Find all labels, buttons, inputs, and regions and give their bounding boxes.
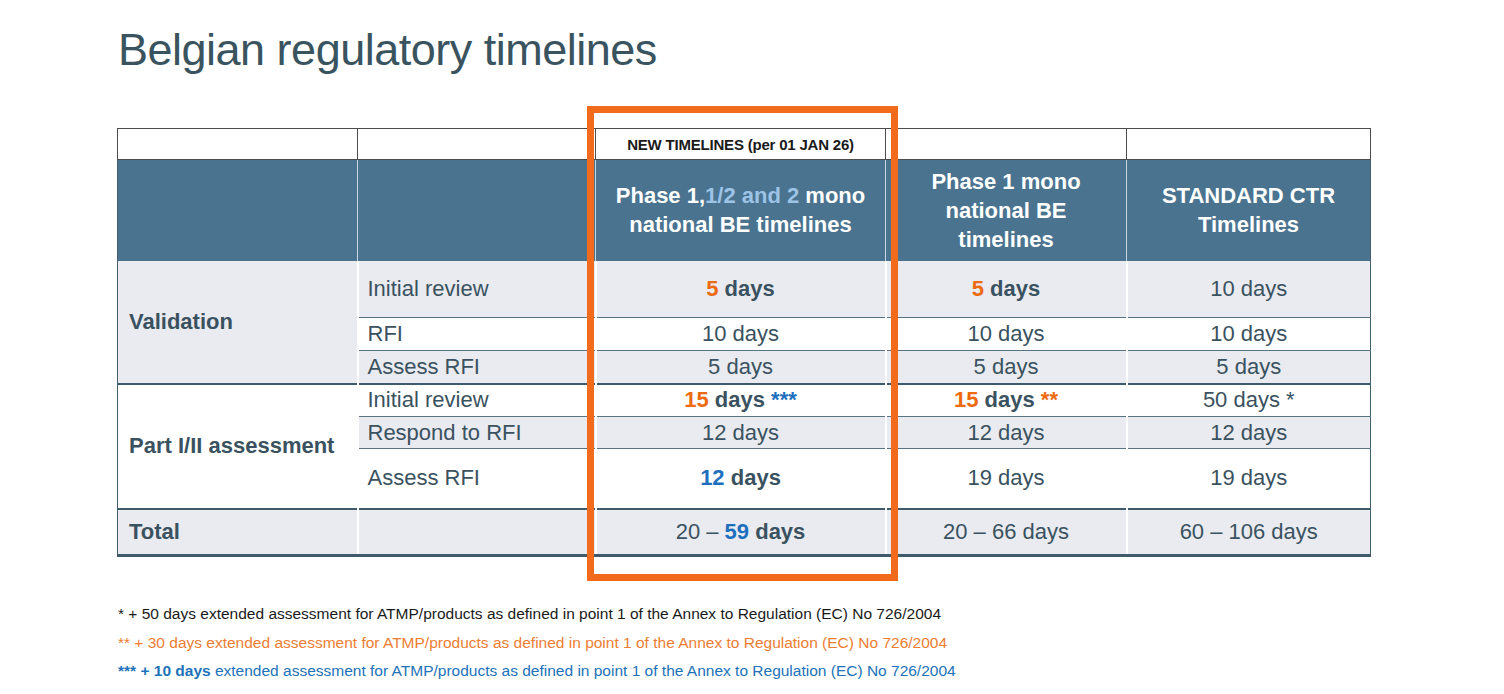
footnote-1: * + 50 days extended assessment for ATMP… bbox=[118, 605, 1318, 624]
col-header-phase-1-mono: Phase 1 mono national BE timelines bbox=[886, 160, 1127, 261]
cell-ctr: 5 days bbox=[1127, 351, 1371, 384]
timelines-table: NEW TIMELINES (per 01 JAN 26) Phase 1,1/… bbox=[117, 128, 1371, 557]
header-highlight-text: 1/2 and 2 bbox=[705, 183, 799, 208]
value-number: 59 bbox=[725, 519, 749, 544]
empty-cell bbox=[358, 129, 596, 160]
cell-ctr: 10 days bbox=[1127, 318, 1371, 351]
footnote-3-bold: *** + 10 days bbox=[118, 662, 211, 679]
group-label-part-i-ii: Part I/II assessment bbox=[118, 384, 358, 509]
empty-cell bbox=[886, 129, 1127, 160]
row-label: Initial review bbox=[358, 384, 596, 417]
cell-mono: 19 days bbox=[886, 449, 1127, 509]
banner-row: NEW TIMELINES (per 01 JAN 26) bbox=[118, 129, 1371, 160]
header-text: Phase 1, bbox=[616, 183, 705, 208]
value-number: 5 bbox=[972, 276, 984, 301]
row-total: Total 20 – 59 days 20 – 66 days 60 – 106… bbox=[118, 509, 1371, 556]
footnote-3-text: extended assessment for ATMP/products as… bbox=[211, 662, 956, 679]
cell-new12: 15 days *** bbox=[596, 384, 886, 417]
value-number: 12 bbox=[700, 465, 724, 490]
row-label: Respond to RFI bbox=[358, 417, 596, 449]
value-number: 5 bbox=[706, 276, 718, 301]
cell-ctr: 19 days bbox=[1127, 449, 1371, 509]
value-unit: days bbox=[718, 276, 774, 301]
empty-cell bbox=[358, 509, 596, 556]
col-header-standard-ctr: STANDARD CTR Timelines bbox=[1127, 160, 1371, 261]
cell-total-ctr: 60 – 106 days bbox=[1127, 509, 1371, 556]
page-title: Belgian regulatory timelines bbox=[118, 24, 657, 76]
cell-mono: 15 days ** bbox=[886, 384, 1127, 417]
cell-mono: 12 days bbox=[886, 417, 1127, 449]
cell-mono: 10 days bbox=[886, 318, 1127, 351]
row-label: Initial review bbox=[358, 261, 596, 318]
value-unit: days bbox=[984, 276, 1040, 301]
footnote-3: *** + 10 days extended assessment for AT… bbox=[118, 662, 1318, 681]
cell-ctr: 50 days * bbox=[1127, 384, 1371, 417]
group-label-validation: Validation bbox=[118, 261, 358, 384]
header-row: Phase 1,1/2 and 2 mono national BE timel… bbox=[118, 160, 1371, 261]
value-number: 15 bbox=[684, 387, 708, 412]
cell-new12: 12 days bbox=[596, 417, 886, 449]
asterisk-marker: ** bbox=[1041, 387, 1058, 412]
row-part-initial-review: Part I/II assessment Initial review 15 d… bbox=[118, 384, 1371, 417]
value-unit: days bbox=[709, 387, 771, 412]
value-unit: days bbox=[978, 387, 1040, 412]
cell-ctr: 12 days bbox=[1127, 417, 1371, 449]
row-label: Assess RFI bbox=[358, 449, 596, 509]
value-number: 15 bbox=[954, 387, 978, 412]
empty-cell bbox=[1127, 129, 1371, 160]
cell-new12: 5 days bbox=[596, 351, 886, 384]
cell-total-new12: 20 – 59 days bbox=[596, 509, 886, 556]
total-label: Total bbox=[118, 509, 358, 556]
value-unit: days bbox=[725, 465, 781, 490]
new-timelines-banner: NEW TIMELINES (per 01 JAN 26) bbox=[596, 129, 886, 160]
value-unit: days bbox=[749, 519, 805, 544]
value-range: 20 – bbox=[676, 519, 725, 544]
row-validation-initial-review: Validation Initial review 5 days 5 days … bbox=[118, 261, 1371, 318]
cell-new12: 12 days bbox=[596, 449, 886, 509]
empty-header-cell bbox=[118, 160, 358, 261]
cell-ctr: 10 days bbox=[1127, 261, 1371, 318]
cell-new12: 10 days bbox=[596, 318, 886, 351]
cell-mono: 5 days bbox=[886, 261, 1127, 318]
cell-total-mono: 20 – 66 days bbox=[886, 509, 1127, 556]
empty-cell bbox=[118, 129, 358, 160]
cell-new12: 5 days bbox=[596, 261, 886, 318]
cell-mono: 5 days bbox=[886, 351, 1127, 384]
row-label: Assess RFI bbox=[358, 351, 596, 384]
empty-header-cell bbox=[358, 160, 596, 261]
col-header-phase-1-12-2: Phase 1,1/2 and 2 mono national BE timel… bbox=[596, 160, 886, 261]
footnote-2: ** + 30 days extended assessment for ATM… bbox=[118, 634, 1318, 653]
asterisk-marker: *** bbox=[771, 387, 797, 412]
row-label: RFI bbox=[358, 318, 596, 351]
footnotes: * + 50 days extended assessment for ATMP… bbox=[118, 605, 1318, 691]
